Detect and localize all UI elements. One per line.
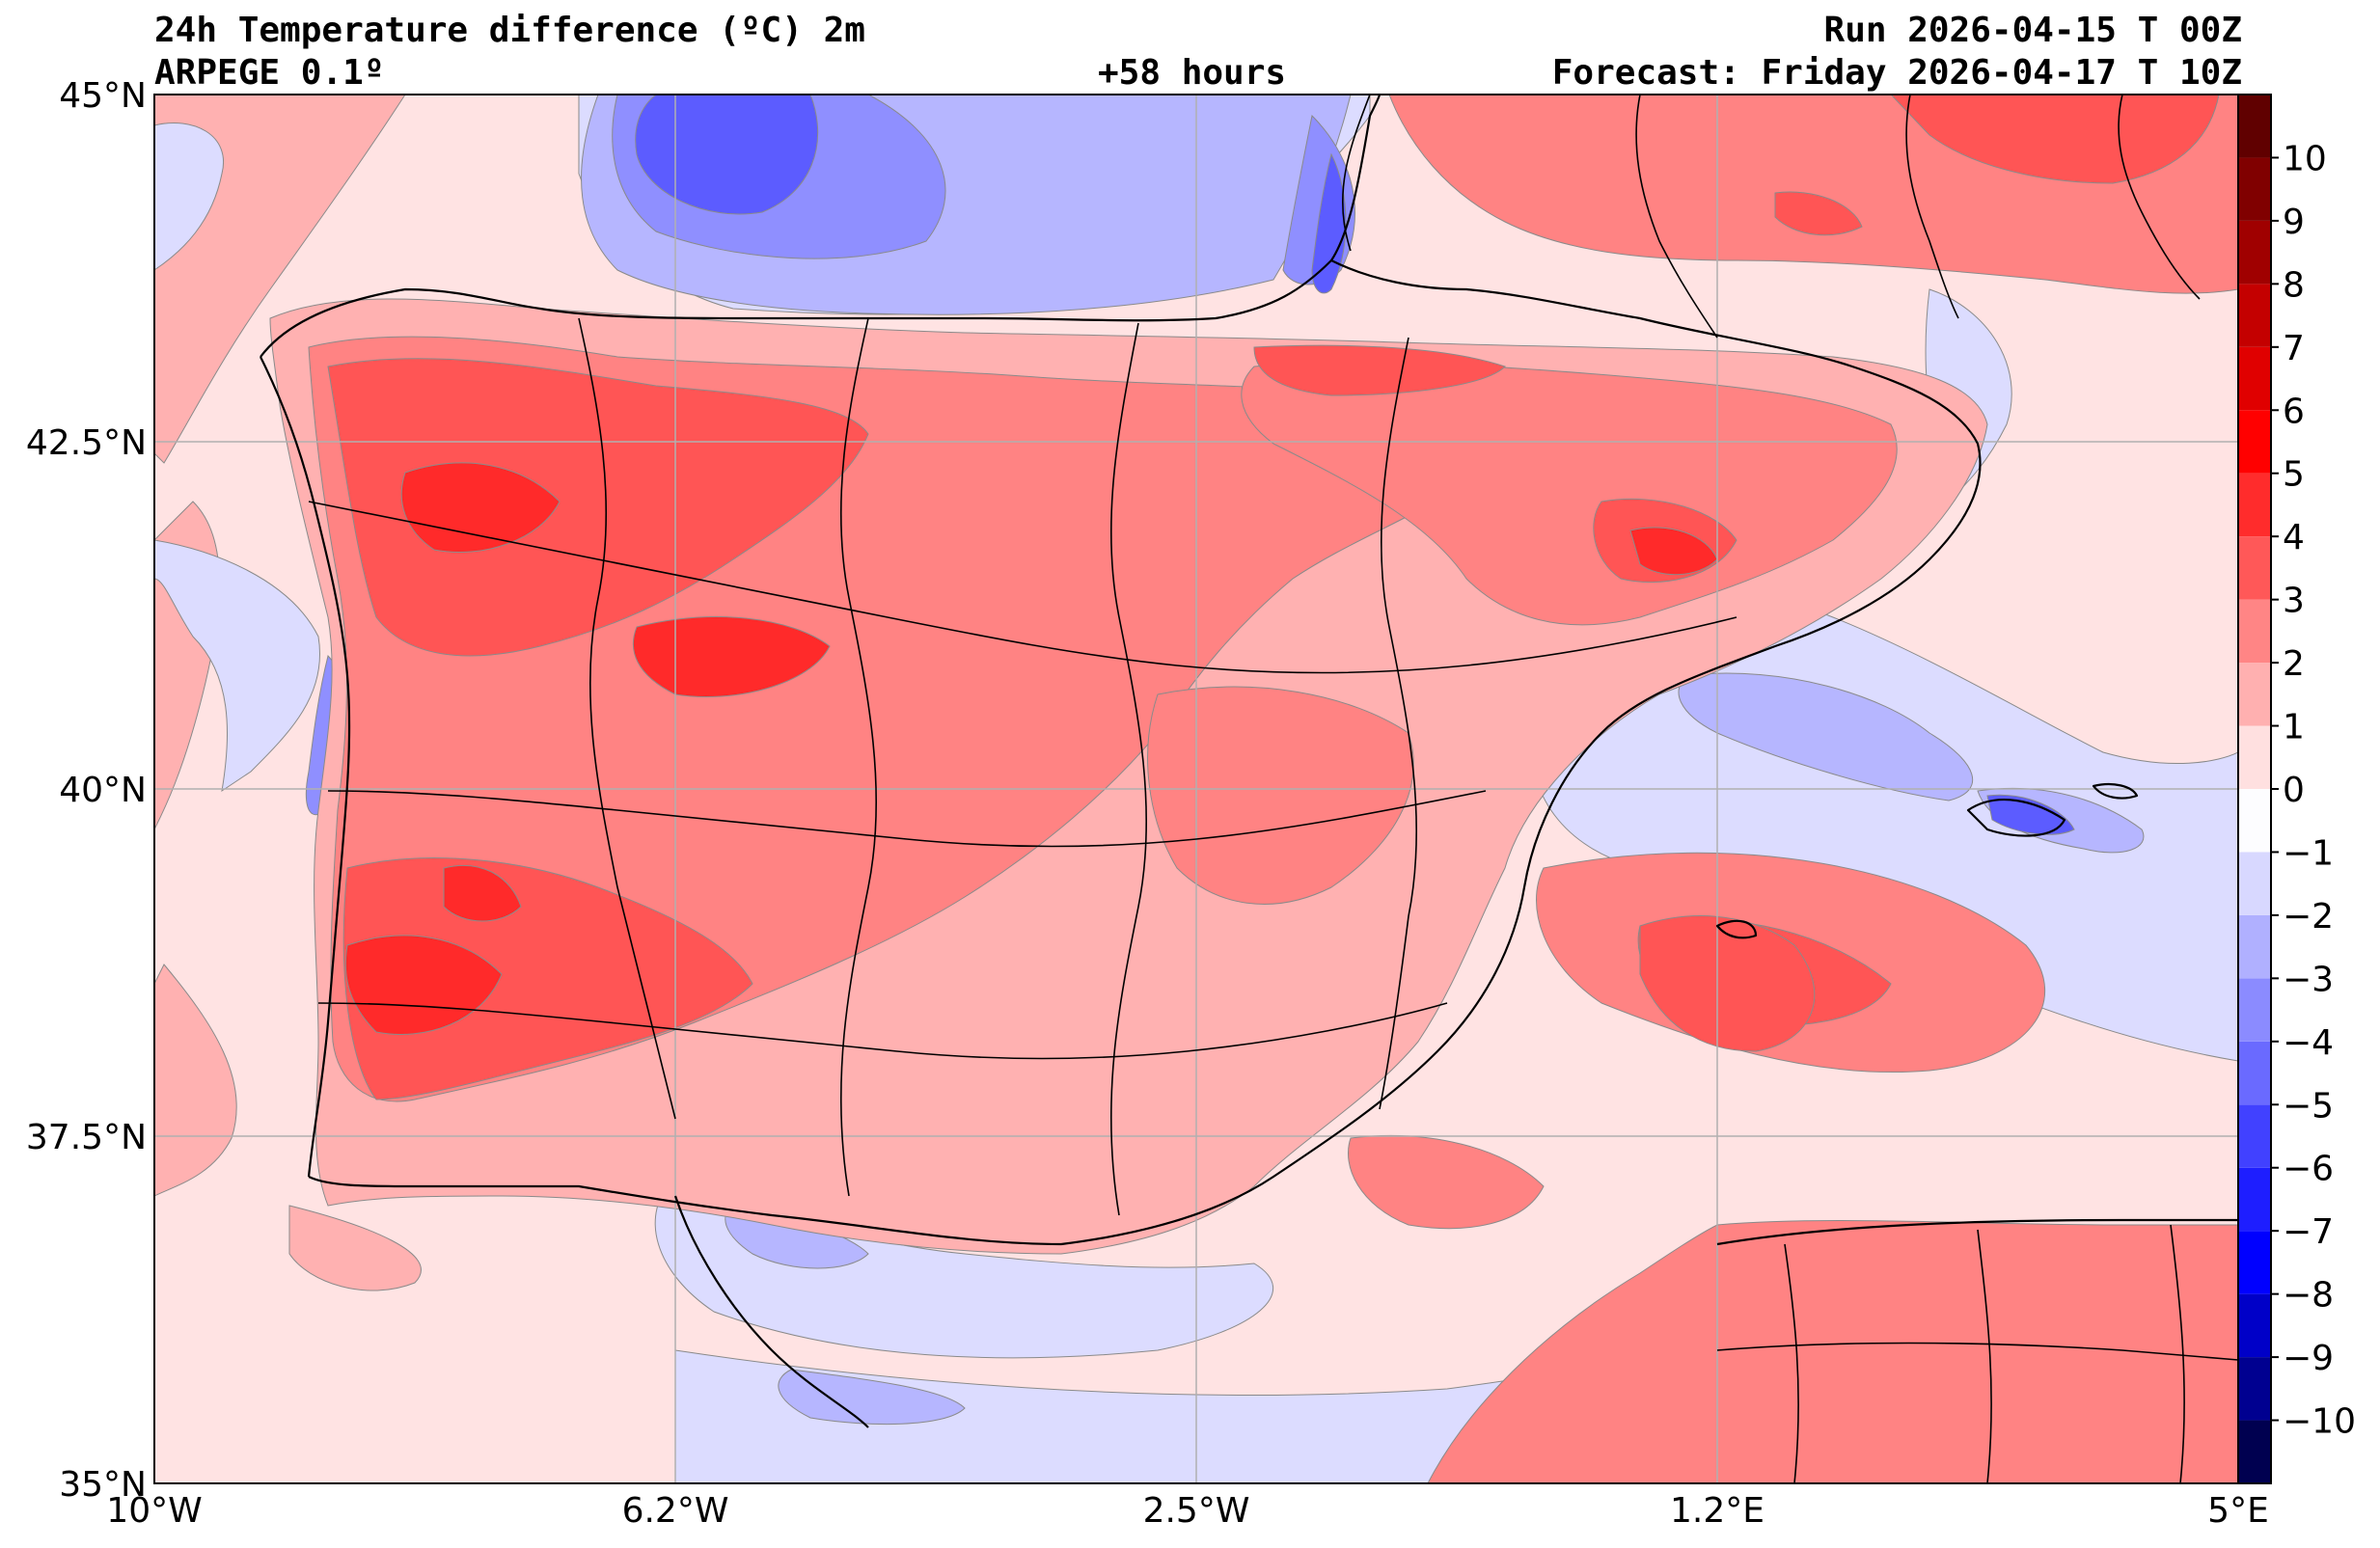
latitude-tick-label: 40°N [59,771,147,810]
colorbar-swatch [2238,284,2271,347]
mallorca-cool [1986,794,2075,835]
latitude-tick-label: 35°N [59,1465,147,1505]
lead-time: +58 hours [1098,53,1287,93]
colorbar-tick-label: 0 [2283,771,2305,810]
colorbar-swatch [2238,157,2271,221]
colorbar-tick-label: −5 [2283,1086,2334,1126]
colorbar-frame [2237,94,2272,1484]
run-time: Run 2026-04-15 T 00Z [1823,11,2242,50]
colorbar-tick-label: −8 [2283,1276,2334,1316]
model-name: ARPEGE 0.1º [154,53,385,93]
colorbar-swatch [2238,1104,2271,1168]
colorbar-swatch [2238,599,2271,664]
colorbar-swatch [2238,220,2271,285]
colorbar-tick-label: 5 [2283,455,2305,495]
colorbar-swatch [2238,346,2271,411]
colorbar-tick-label: 4 [2283,518,2305,557]
colorbar [2238,95,2271,1483]
longitude-tick-label: 6.2°W [622,1491,729,1531]
colorbar-tick-label: −3 [2283,960,2334,999]
longitude-tick-label: 10°W [106,1491,202,1531]
colorbar-tick-label: 7 [2283,329,2305,368]
france-warm-core [1774,95,2220,236]
colorbar-tick-label: 2 [2283,644,2305,684]
colorbar-swatch [2238,95,2271,158]
longitude-tick-label: 1.2°E [1670,1491,1764,1531]
forecast-time: Forecast: Friday 2026-04-17 T 10Z [1551,53,2242,93]
colorbar-swatch [2238,1420,2271,1483]
colorbar-swatch [2238,536,2271,600]
admin-borders [308,95,2238,1483]
colorbar-tick-label: 6 [2283,392,2305,431]
latitude-tick-label: 37.5°N [26,1118,147,1157]
colorbar-tick-label: −10 [2283,1402,2356,1442]
longitude-tick-label: 5°E [2207,1491,2269,1531]
colorbar-swatch [2238,914,2271,979]
colorbar-swatch [2238,1041,2271,1105]
colorbar-tick-label: 9 [2283,203,2305,242]
colorbar-tick-label: 10 [2283,139,2327,178]
colorbar-tick-label: −4 [2283,1023,2334,1063]
latitude-labels: 45°N 42.5°N 40°N 37.5°N 35°N [26,76,147,1505]
colorbar-swatch [2238,725,2271,789]
colorbar-tick-label: 8 [2283,265,2305,305]
colorbar-swatch [2238,1231,2271,1294]
latitude-tick-label: 45°N [59,76,147,116]
map-title: 24h Temperature difference (ºC) 2m [154,11,865,50]
colorbar-tick-label: −7 [2283,1212,2334,1252]
longitude-labels: 10°W 6.2°W 2.5°W 1.2°E 5°E [106,1491,2269,1531]
colorbar-swatch [2238,663,2271,726]
colorbar-swatch [2238,473,2271,537]
latitude-tick-label: 42.5°N [26,423,147,463]
longitude-tick-label: 2.5°W [1143,1491,1250,1531]
colorbar-swatch [2238,410,2271,474]
colorbar-tick-label: −2 [2283,897,2334,937]
colorbar-swatch [2238,1293,2271,1358]
colorbar-swatch [2238,1357,2271,1421]
colorbar-swatch [2238,1167,2271,1232]
balearic-sea-warm [1639,915,1816,1052]
biscay-cool-3 [635,95,1347,294]
colorbar-tick-label: 1 [2283,708,2305,747]
colorbar-swatch [2238,978,2271,1042]
colorbar-swatch [2238,789,2271,853]
colorbar-tick-label: −1 [2283,833,2334,873]
colorbar-tick-label: 3 [2283,582,2305,621]
colorbar-tick-label: −9 [2283,1339,2334,1378]
colorbar-swatch [2238,852,2271,915]
colorbar-tick-label: −6 [2283,1150,2334,1189]
